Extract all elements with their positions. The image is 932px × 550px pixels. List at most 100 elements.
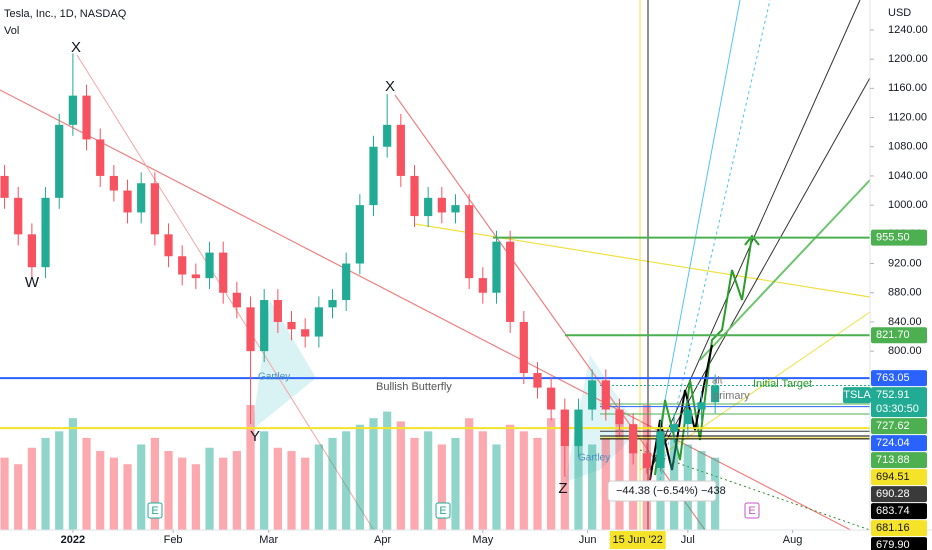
volume-bar	[191, 464, 200, 530]
volume-bar	[574, 431, 583, 530]
y-tick-label: 1080.00	[888, 141, 928, 153]
cursor-date-label: 15 Jun '22	[612, 534, 662, 546]
volume-bar	[465, 418, 474, 530]
volume-bar	[96, 451, 105, 530]
annotation: Z	[558, 480, 567, 497]
trend-line	[639, 311, 871, 471]
price-label-box	[871, 229, 927, 246]
volume-bar	[547, 418, 556, 530]
candle-body	[232, 292, 241, 308]
candle-body	[328, 300, 337, 308]
candle-body	[451, 205, 460, 213]
earnings-box[interactable]	[435, 502, 451, 519]
volume-label: Vol	[4, 25, 19, 37]
volume-bar	[506, 424, 515, 530]
candle-body	[246, 307, 255, 352]
candle-body	[656, 431, 665, 468]
volume-bar	[492, 444, 501, 530]
earnings-box[interactable]	[744, 502, 760, 519]
volume-bar	[615, 418, 624, 530]
x-tick-label: Mar	[259, 534, 278, 546]
price-label: 679.90	[876, 539, 910, 550]
candle-body	[711, 385, 720, 403]
candle-body	[82, 95, 91, 140]
candle-body	[301, 329, 310, 337]
volume-bar	[383, 411, 392, 530]
candle-body	[55, 124, 64, 198]
candle-body	[601, 380, 610, 410]
price-label: 681.16	[876, 522, 910, 534]
candle-body	[123, 190, 132, 213]
x-tick-label: Apr	[374, 534, 391, 546]
fan-line	[659, 0, 771, 481]
volume-bar	[123, 464, 132, 530]
trend-line	[414, 223, 871, 298]
annotation: Initial Target	[753, 378, 812, 390]
candle-body	[205, 252, 214, 279]
trend-line	[0, 89, 871, 541]
volume-bar	[355, 424, 364, 530]
volume-bar	[451, 437, 460, 530]
candle-body	[683, 409, 692, 425]
y-tick-label: 1240.00	[888, 24, 928, 36]
symbol-label: TSLA	[843, 389, 871, 401]
candle-body	[697, 402, 706, 410]
price-label: 713.88	[876, 454, 910, 466]
candle-body	[670, 424, 679, 432]
price-label-box	[871, 520, 927, 537]
volume-bar	[137, 444, 146, 530]
candle-body	[533, 373, 542, 388]
volume-bar	[424, 431, 433, 530]
tooltip-text: −44.38 (−6.54%) −438	[616, 485, 726, 497]
volume-bar	[27, 447, 36, 530]
price-label-box	[871, 370, 927, 387]
price-label: 694.51	[876, 471, 910, 483]
price-label-box	[871, 452, 927, 469]
candle-body	[68, 95, 77, 125]
candle-body	[519, 321, 528, 374]
x-tick-label: Jun	[579, 534, 597, 546]
candle-body	[369, 146, 378, 206]
annotation: primary	[713, 390, 750, 402]
volume-bar	[164, 451, 173, 530]
candle-body	[342, 263, 351, 301]
price-label: 955.50	[876, 232, 910, 244]
candle-body	[383, 124, 392, 147]
candle-body	[492, 241, 501, 293]
y-tick-label: 1200.00	[888, 53, 928, 65]
annotations: X W X Y Z Gartley Bullish Butterfly Gart…	[25, 39, 812, 502]
x-tick-label: Feb	[164, 534, 183, 546]
currency-label: USD	[888, 7, 911, 19]
volume-bar	[109, 457, 118, 530]
price-label-box	[871, 387, 927, 418]
annotation: alt	[712, 376, 723, 387]
y-tick-label: 1040.00	[888, 170, 928, 182]
volume-bar	[588, 444, 597, 530]
price-label: 752.91	[876, 389, 910, 401]
volume-bar	[601, 437, 610, 530]
y-tick-label: 840.00	[888, 316, 922, 328]
candle-body	[396, 124, 405, 176]
candle-body	[287, 321, 296, 330]
volume-bar	[314, 444, 323, 530]
price-label-box	[871, 486, 927, 503]
candle-body	[424, 197, 433, 217]
candle-body	[615, 409, 624, 425]
level-lines	[0, 236, 870, 440]
price-label: 683.74	[876, 505, 910, 517]
earnings-box[interactable]	[147, 502, 163, 519]
volume-bar	[369, 418, 378, 530]
earnings-markers: E E E	[147, 502, 760, 519]
y-tick-label: 1160.00	[888, 82, 927, 94]
countdown: 03:30:50	[876, 403, 919, 415]
fan-line	[699, 179, 871, 361]
y-tick-label: 920.00	[888, 257, 922, 269]
x-tick-label: Aug	[783, 534, 803, 546]
annotation: W	[25, 274, 40, 291]
candle-body	[191, 274, 200, 279]
y-tick-label: 800.00	[888, 345, 922, 357]
volume-bar	[629, 424, 638, 530]
volume-bar	[68, 418, 77, 530]
annotation: Gartley	[258, 372, 290, 383]
candle-body	[41, 197, 50, 268]
